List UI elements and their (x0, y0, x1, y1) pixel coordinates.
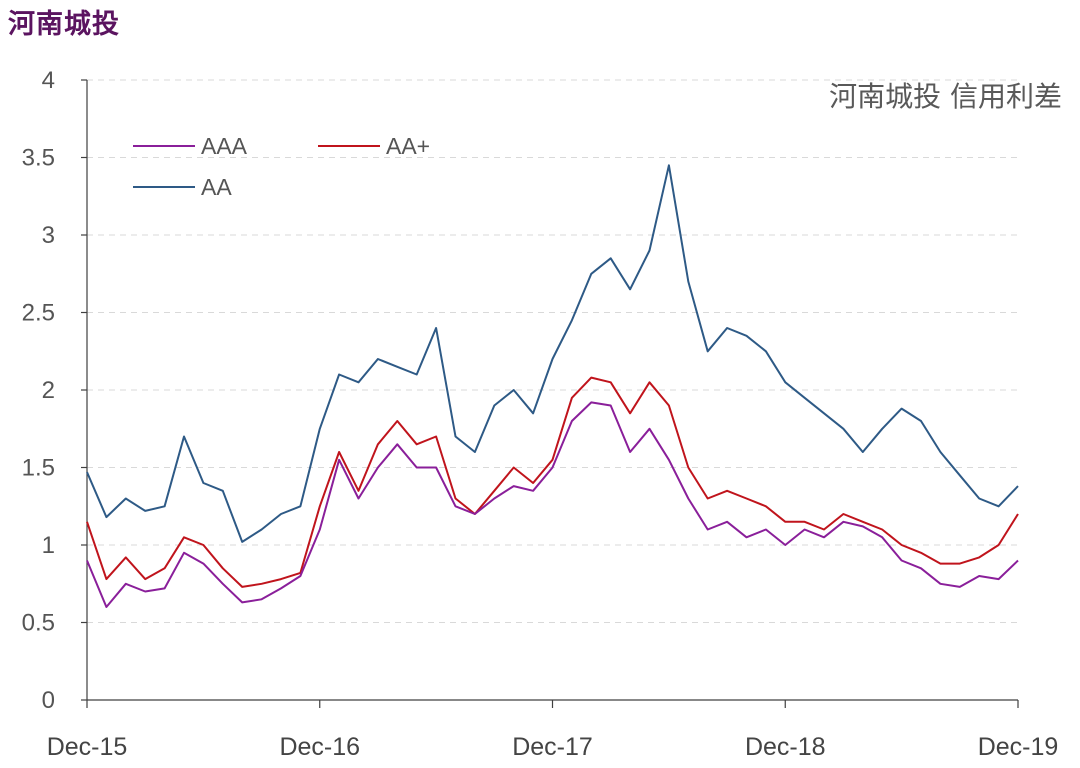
legend-label-aa: AA (201, 174, 232, 200)
y-tick-label: 2.5 (22, 300, 55, 327)
x-tick-label: Dec-19 (978, 733, 1059, 761)
y-tick-label: 1 (42, 532, 55, 559)
legend-label-aaa: AAA (201, 133, 248, 159)
x-tick-label: Dec-15 (47, 733, 128, 761)
chart-title: 河南城投 信用利差 (829, 80, 1062, 113)
series-line-aaplus (86, 376, 1019, 588)
x-tick-label: Dec-18 (745, 733, 826, 761)
y-tick-label: 0 (42, 687, 55, 714)
gridlines (87, 79, 1018, 623)
y-tick-label: 2 (42, 377, 55, 404)
axes: 0 0.5 1 1.5 2 2.5 3 3.5 4 Dec-15 Dec-16 Dec-17 Dec-1… (22, 67, 1059, 761)
x-tick-label: Dec-17 (512, 733, 593, 761)
series-lines (86, 164, 1019, 608)
y-tick-label: 1.5 (22, 455, 55, 482)
legend: AAA AA+ AA (133, 133, 430, 200)
y-tick-label: 0.5 (22, 610, 55, 637)
y-tick-label: 3.5 (22, 145, 55, 172)
page-title: 河南城投 (8, 9, 120, 40)
x-tick-label: Dec-16 (279, 733, 360, 761)
y-tick-label: 3 (42, 222, 55, 249)
series-line-aaa (86, 401, 1019, 608)
legend-label-aaplus: AA+ (386, 133, 430, 159)
series-line-aa (86, 164, 1019, 543)
y-tick-label: 4 (42, 67, 55, 94)
